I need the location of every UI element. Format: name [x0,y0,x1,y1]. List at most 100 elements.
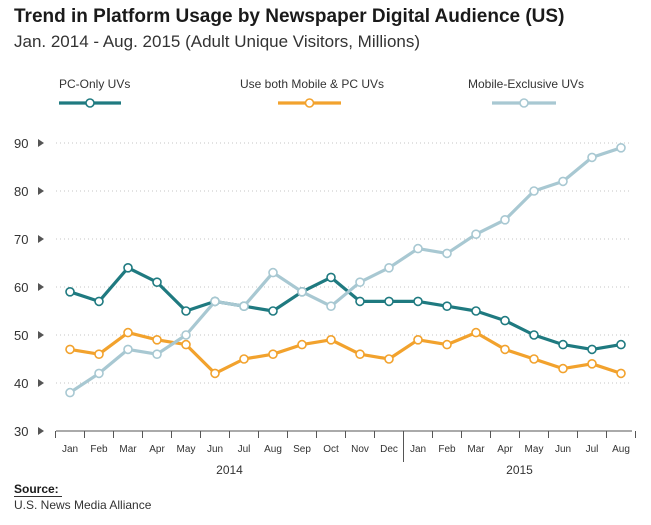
legend-item: Mobile-Exclusive UVs [468,77,584,108]
x-tick-label: Jul [238,444,251,455]
series-line [69,266,622,351]
data-point [471,327,481,338]
data-point [268,306,278,316]
data-point [558,176,568,187]
legend-item: Use both Mobile & PC UVs [240,77,384,108]
data-point [94,296,104,307]
x-tick-label: Dec [380,444,398,455]
source-text: U.S. News Media Alliance [14,498,152,512]
data-point [152,349,162,360]
data-point [355,277,365,288]
data-point [616,339,626,350]
data-point [123,344,133,355]
data-point [123,327,133,338]
legend-item: PC-Only UVs [59,77,130,108]
series-line [69,146,622,394]
source-rule [14,496,62,497]
data-point [616,368,626,379]
series-3 [65,143,626,398]
data-point [181,330,191,340]
data-point [384,262,394,273]
data-point [413,334,423,345]
data-point [268,349,278,360]
y-tick-label: 40 [14,376,28,391]
data-point [268,267,278,278]
data-point [587,152,597,163]
data-point [326,272,336,283]
series-line [69,331,622,375]
x-tick-label: Nov [351,444,369,455]
data-point [210,296,220,307]
x-tick-label: Apr [497,444,513,455]
y-tick-arrow-icon [38,139,44,147]
y-tick-label: 50 [14,328,28,343]
legend: PC-Only UVs Use both Mobile & PC UVs Mobil… [59,77,584,108]
x-tick-label: Jul [586,444,599,455]
data-point [587,344,597,355]
y-tick-arrow-icon [38,331,44,339]
data-point [413,296,423,307]
data-point [239,354,249,364]
x-tick-label: Aug [264,444,282,455]
legend-label: Use both Mobile & PC UVs [240,77,384,91]
data-point [326,334,336,345]
data-point [529,186,539,196]
data-point [500,215,510,225]
data-point [181,339,191,350]
legend-marker [304,98,315,108]
chart-subtitle: Jan. 2014 - Aug. 2015 (Adult Unique Visi… [14,32,421,51]
y-tick-arrow-icon [38,283,44,291]
x-tick-label: Jan [410,444,426,455]
data-point [152,277,162,288]
series-layer [65,143,626,398]
data-point [210,368,220,379]
data-point [94,349,104,360]
data-point [500,344,510,355]
data-point [181,306,191,316]
data-point [616,143,626,153]
data-point [442,301,452,312]
data-point [442,339,452,350]
data-point [500,315,510,326]
y-tick-arrow-icon [38,235,44,243]
data-point [529,354,539,364]
legend-label: PC-Only UVs [59,77,130,91]
legend-marker [85,98,95,108]
series-2 [65,327,626,379]
y-tick-arrow-icon [38,427,44,435]
x-tick-label: Feb [438,444,456,455]
data-point [65,344,75,355]
data-point [558,339,568,350]
x-tick-label: May [525,444,544,455]
x-tick-label: Apr [149,444,165,455]
data-point [471,229,481,239]
x-tick-label: May [177,444,196,455]
year-label: 2014 [216,463,243,477]
data-point [65,387,75,398]
x-tick-label: Aug [612,444,630,455]
y-tick-label: 80 [14,184,28,199]
y-axis: 30 40 50 60 70 80 90 [14,136,44,439]
x-tick-label: Mar [119,444,137,455]
data-point [65,286,75,297]
data-point [413,243,423,254]
x-axis: Jan Feb Mar Apr May Jun Jul Aug Sep Oct Nov Dec Jan F… [55,430,636,477]
chart-title: Trend in Platform Usage by Newspaper Dig… [14,6,565,27]
data-point [326,301,336,312]
y-tick-label: 90 [14,136,28,151]
data-point [239,301,249,312]
x-tick-label: Jun [555,444,571,455]
data-point [384,354,394,364]
data-point [94,368,104,379]
legend-label: Mobile-Exclusive UVs [468,77,584,91]
series-1 [65,262,626,355]
y-tick-arrow-icon [38,379,44,387]
x-tick-label: Mar [467,444,485,455]
x-tick-label: Oct [323,444,339,455]
legend-marker [519,98,529,108]
data-point [123,262,133,273]
x-tick-label: Jan [62,444,78,455]
data-point [587,358,597,369]
data-point [152,334,162,345]
